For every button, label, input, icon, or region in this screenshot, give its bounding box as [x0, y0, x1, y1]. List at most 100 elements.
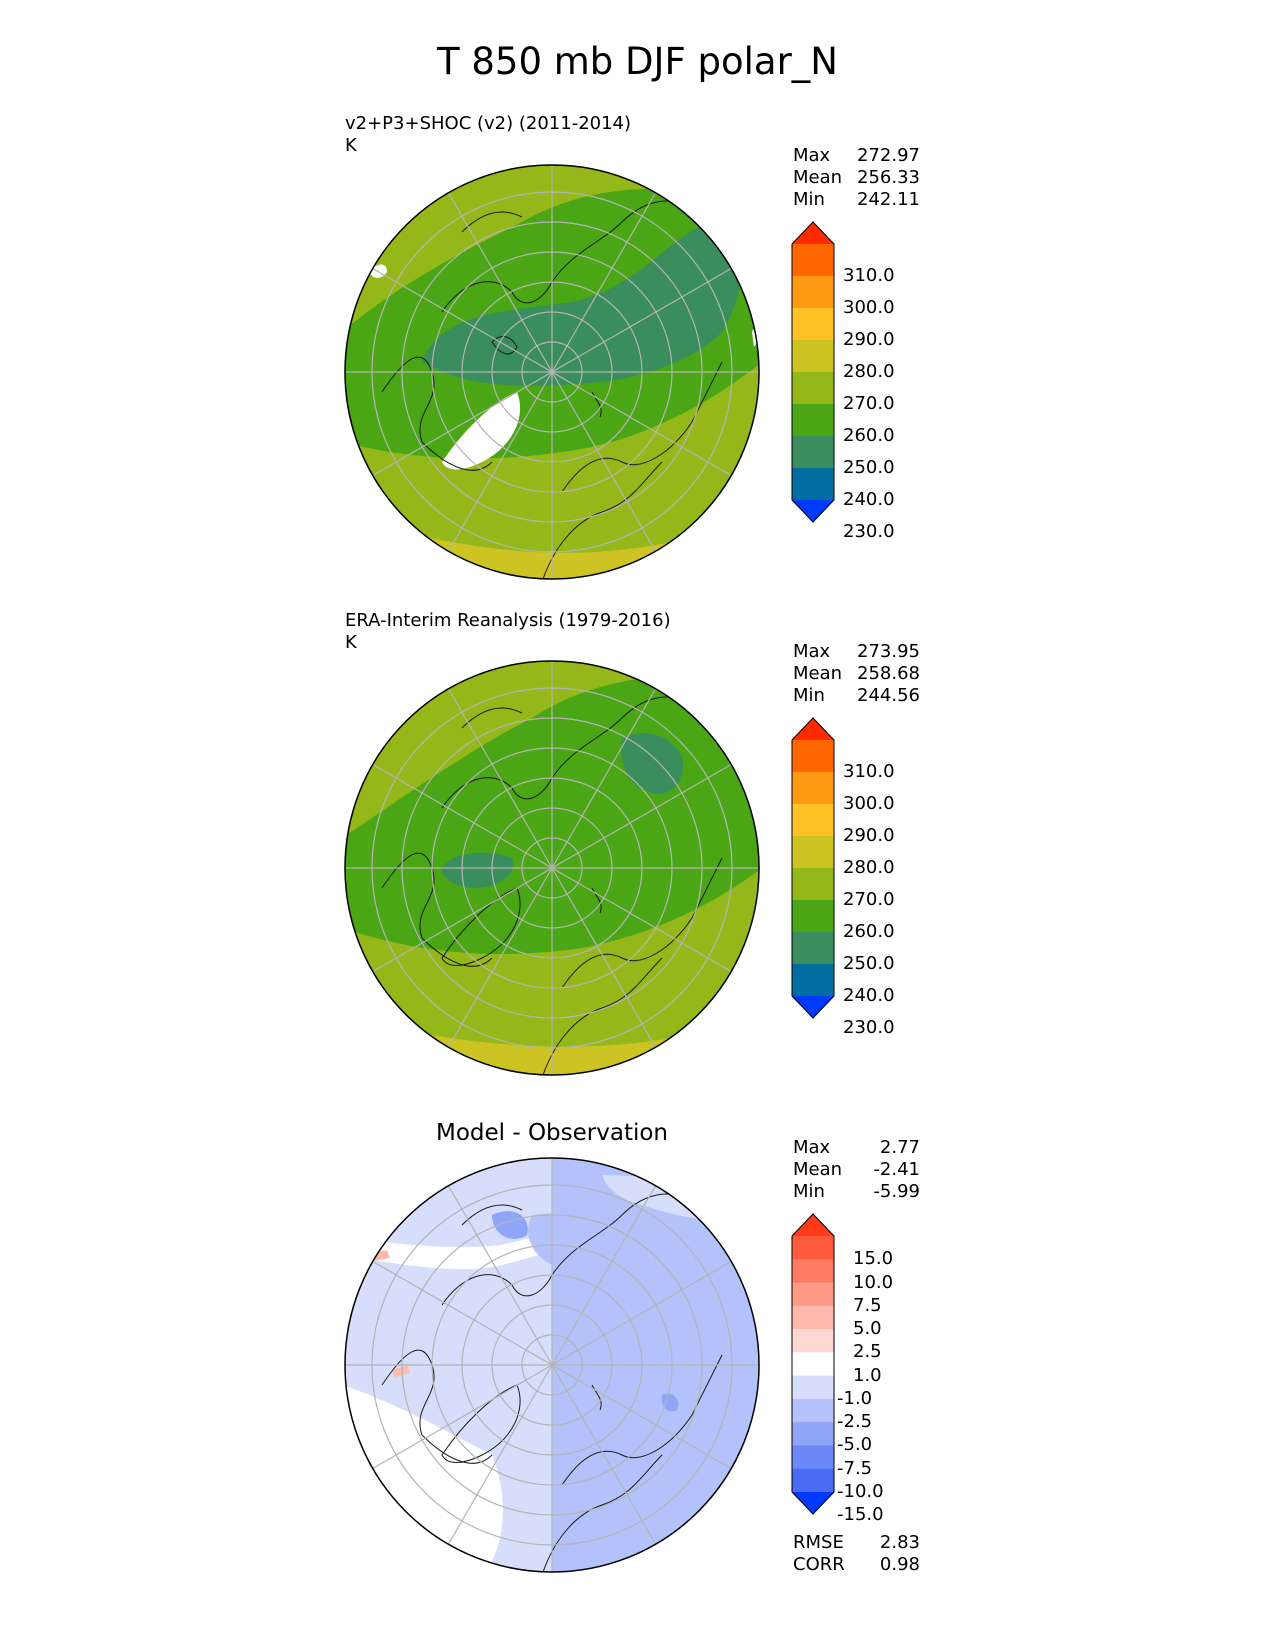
stat-mean-value: 258.68 — [857, 663, 920, 684]
colorbar-tick-label: 310.0 — [843, 761, 895, 782]
colorbar-segment — [792, 740, 834, 773]
colorbar-segment — [792, 244, 834, 277]
colorbar-tick-label: 250.0 — [843, 953, 895, 974]
colorbar-tick-label: -10.0 — [837, 1481, 884, 1502]
stat-max-label: Max — [793, 1137, 831, 1158]
colorbar-tick-label: 230.0 — [843, 1017, 895, 1038]
colorbar-tick-label: 1.0 — [853, 1364, 882, 1386]
colorbar-segment — [792, 468, 834, 501]
polar-map-difference — [344, 1157, 760, 1573]
stat-mean-value: -2.41 — [873, 1159, 920, 1180]
colorbar-tick-label: 260.0 — [843, 921, 895, 942]
colorbar-segment — [792, 1375, 834, 1400]
colorbar-segment — [792, 1259, 834, 1284]
colorbar-difference — [791, 1213, 835, 1515]
colorbar-extend-min — [792, 996, 834, 1018]
stat-max-label: Max — [793, 145, 831, 166]
colorbar-segment — [792, 404, 834, 437]
stat-mean-label: Mean — [793, 167, 843, 188]
colorbar-reference — [791, 717, 835, 1019]
stats-test: Max 272.97 Mean 256.33 Min 242.11 — [793, 145, 920, 211]
colorbar-segment — [792, 804, 834, 837]
colorbar-extend-max — [792, 222, 834, 244]
polar-map-reference — [344, 660, 760, 1076]
colorbar-tick-label: 250.0 — [843, 457, 895, 478]
figure-title: T 850 mb DJF polar_N — [437, 40, 838, 83]
colorbar-segment — [792, 1468, 834, 1493]
colorbar-tick-label: 300.0 — [843, 297, 895, 318]
colorbar-tick-label: 7.5 — [853, 1294, 882, 1316]
metric-corr-label: CORR — [793, 1554, 845, 1575]
colorbar-extend-max — [792, 1214, 834, 1236]
colorbar-segment — [792, 436, 834, 469]
stat-min-value: -5.99 — [873, 1181, 920, 1202]
metric-rmse-label: RMSE — [793, 1532, 844, 1553]
colorbar-segment — [792, 1305, 834, 1330]
panel-ref-title: ERA-Interim Reanalysis (1979-2016) K — [345, 610, 671, 654]
stat-min-value: 242.11 — [857, 189, 920, 210]
colorbar-tick-label: 310.0 — [843, 265, 895, 286]
colorbar-tick-label: 280.0 — [843, 857, 895, 878]
colorbar-outline — [791, 221, 835, 523]
stats-reference: Max 273.95 Mean 258.68 Min 244.56 — [793, 641, 920, 707]
panel-ref-title-line1: ERA-Interim Reanalysis (1979-2016) — [345, 610, 671, 631]
colorbar-tick-label: 5.0 — [853, 1318, 882, 1340]
panel-diff-title: Model - Observation — [435, 1120, 669, 1146]
colorbar-segment — [792, 932, 834, 965]
colorbar-tick-label: 260.0 — [843, 425, 895, 446]
colorbar-tick-label: 290.0 — [843, 825, 895, 846]
stat-max-value: 272.97 — [857, 145, 920, 166]
colorbar-tick-label: -15.0 — [837, 1504, 884, 1526]
stat-min-label: Min — [793, 1181, 825, 1202]
colorbar-segment — [792, 900, 834, 933]
colorbar-segment — [792, 1329, 834, 1353]
colorbar-tick-label: -7.5 — [837, 1457, 873, 1479]
colorbar-segment — [792, 1352, 834, 1377]
panel-ref-units: K — [345, 632, 357, 653]
colorbar-tick-label: 10.0 — [853, 1271, 894, 1293]
colorbar-segment — [792, 836, 834, 869]
colorbar-tick-label: -1.0 — [837, 1387, 873, 1409]
colorbar-tick-label: -2.5 — [837, 1411, 873, 1433]
stat-max-value: 273.95 — [857, 641, 920, 662]
colorbar-segment — [792, 1398, 834, 1423]
colorbar-tick-label: 2.5 — [853, 1341, 882, 1363]
colorbar-outline — [791, 717, 835, 1019]
polar-map-test — [344, 164, 760, 580]
colorbar-segment — [792, 308, 834, 341]
colorbar-reference-labels: 310.0 300.0 290.0 280.0 270.0 260.0 250.0 240.0… — [843, 718, 923, 1038]
stats-difference: Max 2.77 Mean -2.41 Min -5.99 — [793, 1137, 920, 1203]
colorbar-segment — [792, 772, 834, 805]
panel-test-units: K — [345, 135, 357, 156]
stat-max-label: Max — [793, 641, 831, 662]
colorbar-tick-label: 270.0 — [843, 889, 895, 910]
stat-min-value: 244.56 — [857, 685, 920, 706]
metric-corr-value: 0.98 — [879, 1554, 920, 1575]
colorbar-segment — [792, 1236, 834, 1260]
stat-max-value: 2.77 — [879, 1137, 920, 1158]
colorbar-tick-label: -5.0 — [837, 1434, 873, 1456]
colorbar-tick-label: 240.0 — [843, 985, 895, 1006]
colorbar-difference-labels: 15.0 10.0 7.5 5.0 2.5 1.0 -1.0 -2.5 -5.0 -7.5 -10.… — [837, 1214, 923, 1525]
colorbar-outline — [791, 1213, 835, 1515]
stat-min-label: Min — [793, 685, 825, 706]
colorbar-segment — [792, 372, 834, 405]
metrics-difference: RMSE 2.83 CORR 0.98 — [793, 1532, 920, 1576]
stat-mean-value: 256.33 — [857, 167, 920, 188]
colorbar-tick-label: 280.0 — [843, 361, 895, 382]
colorbar-segment — [792, 964, 834, 997]
colorbar-tick-label: 270.0 — [843, 393, 895, 414]
colorbar-segment — [792, 340, 834, 373]
colorbar-segment — [792, 1422, 834, 1446]
colorbar-tick-label: 300.0 — [843, 793, 895, 814]
colorbar-tick-label: 15.0 — [853, 1248, 894, 1270]
colorbar-tick-label: 240.0 — [843, 489, 895, 510]
stat-mean-label: Mean — [793, 1159, 843, 1180]
colorbar-tick-label: 290.0 — [843, 329, 895, 350]
colorbar-segment — [792, 1282, 834, 1307]
colorbar-segment — [792, 1445, 834, 1470]
stat-mean-label: Mean — [793, 663, 843, 684]
stat-min-label: Min — [793, 189, 825, 210]
colorbar-segment — [792, 868, 834, 901]
metric-rmse-value: 2.83 — [879, 1532, 920, 1553]
